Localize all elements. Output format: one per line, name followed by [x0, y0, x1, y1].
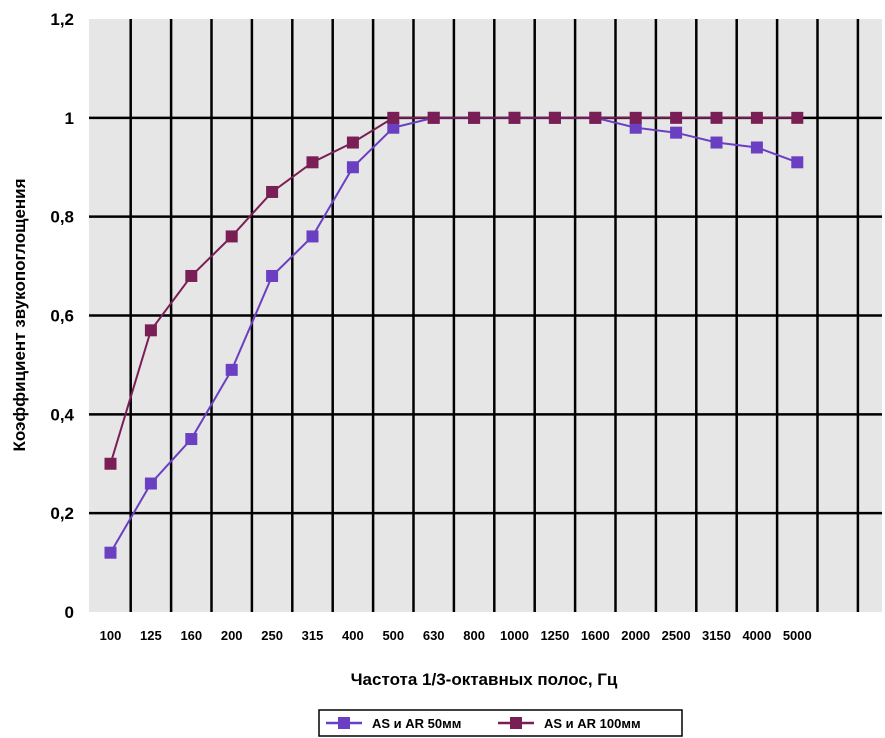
series-1-point — [266, 269, 279, 282]
series-1-point — [185, 433, 198, 446]
y-tick-label: 1,2 — [50, 10, 74, 29]
series-2-point — [629, 111, 642, 124]
series-2-point — [427, 111, 440, 124]
y-axis-ticks: 0 0,2 0,4 0,6 0,8 1 1,2 — [50, 10, 74, 622]
series-1-point — [791, 156, 804, 169]
series-2-point — [750, 111, 763, 124]
x-tick-label: 1600 — [581, 628, 610, 643]
x-axis-title: Частота 1/3-октавных полос, Гц — [351, 670, 618, 689]
series-2-point — [104, 457, 117, 470]
x-tick-label: 160 — [180, 628, 202, 643]
series-2-point — [144, 324, 157, 337]
series-2-point — [387, 111, 400, 124]
legend-label-series-2: AS и AR 100мм — [544, 716, 641, 731]
series-1-point — [225, 363, 238, 376]
series-2-point — [589, 111, 602, 124]
series-2-point — [508, 111, 521, 124]
series-1-point — [750, 141, 763, 154]
series-1-point — [670, 126, 683, 139]
y-tick-label: 0 — [65, 603, 74, 622]
y-tick-label: 0,8 — [50, 208, 74, 227]
legend: AS и AR 50мм AS и AR 100мм — [318, 709, 683, 737]
x-tick-label: 5000 — [783, 628, 812, 643]
x-tick-label: 125 — [140, 628, 162, 643]
series-layer — [104, 111, 804, 559]
series-1-point — [387, 121, 400, 134]
y-tick-label: 1 — [65, 109, 74, 128]
x-tick-label: 3150 — [702, 628, 731, 643]
series-2-point — [791, 111, 804, 124]
y-axis-title: Коэффициент звукопоглощения — [10, 178, 29, 451]
x-tick-label: 250 — [261, 628, 283, 643]
x-tick-label: 630 — [423, 628, 445, 643]
series-2-point — [225, 230, 238, 243]
y-tick-label: 0,2 — [50, 504, 74, 523]
x-tick-label: 500 — [382, 628, 404, 643]
legend-marker-series-2 — [510, 717, 522, 729]
legend-label-series-1: AS и AR 50мм — [372, 716, 461, 731]
series-2-point — [710, 111, 723, 124]
x-tick-label: 1000 — [500, 628, 529, 643]
y-tick-label: 0,6 — [50, 307, 74, 326]
series-1-point — [346, 161, 359, 174]
x-tick-label: 200 — [221, 628, 243, 643]
x-tick-label: 400 — [342, 628, 364, 643]
series-2-point — [346, 136, 359, 149]
series-2-point — [185, 269, 198, 282]
x-tick-label: 2500 — [662, 628, 691, 643]
series-2-point — [306, 156, 319, 169]
series-1-point — [104, 546, 117, 559]
x-tick-label: 4000 — [742, 628, 771, 643]
x-axis-ticks: 100 125 160 200 250 315 400 500 630 800 1000 1250 16… — [100, 628, 812, 643]
series-1-point — [710, 136, 723, 149]
x-tick-label: 100 — [100, 628, 122, 643]
legend-marker-series-1 — [338, 717, 350, 729]
series-2-point — [266, 185, 279, 198]
series-2-point — [468, 111, 481, 124]
x-tick-label: 800 — [463, 628, 485, 643]
series-line-2 — [109, 116, 798, 465]
y-tick-label: 0,4 — [50, 405, 74, 424]
series-1-point — [629, 121, 642, 134]
series-1-point — [306, 230, 319, 243]
x-tick-label: 1250 — [540, 628, 569, 643]
series-2-point — [548, 111, 561, 124]
series-2-point — [670, 111, 683, 124]
x-tick-label: 315 — [302, 628, 324, 643]
series-1-point — [144, 477, 157, 490]
x-tick-label: 2000 — [621, 628, 650, 643]
